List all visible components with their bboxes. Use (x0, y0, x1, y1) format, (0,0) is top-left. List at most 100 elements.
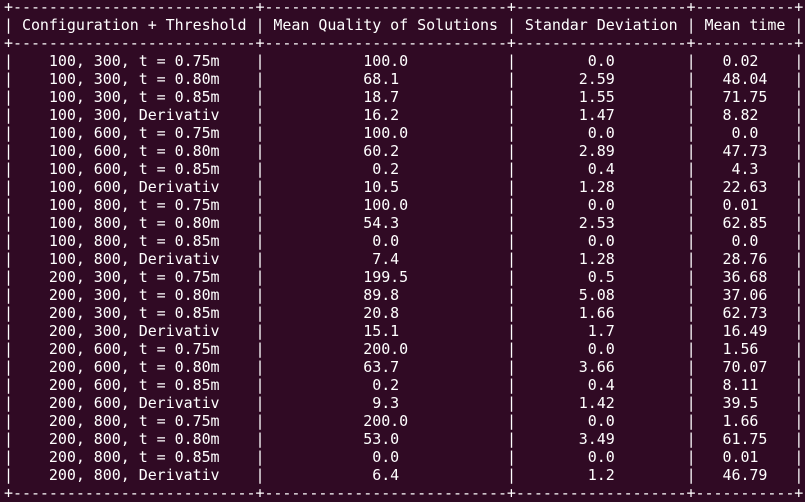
table-cell: 200, 800, t = 0.85m (12, 448, 256, 466)
table-cell: 100, 600, t = 0.75m (12, 124, 256, 142)
table-header-cell: Standar Deviation (515, 16, 687, 34)
table-cell: 100, 800, t = 0.85m (12, 232, 256, 250)
table-cell: 0.2 (264, 160, 507, 178)
table-cell: 48.04 (695, 70, 795, 88)
table-row: | 200, 800, t = 0.75m | 200.0 | 0.0 | 1.… (4, 412, 804, 430)
table-cell: 0.0 (515, 340, 687, 358)
table-cell: 71.75 (695, 88, 795, 106)
table-cell: 70.07 (695, 358, 795, 376)
table-row: | 200, 300, t = 0.80m | 89.8 | 5.08 | 37… (4, 286, 804, 304)
terminal-output: +---------------------------+-----------… (4, 0, 803, 502)
table-cell: 200, 800, t = 0.80m (12, 430, 256, 448)
table-cell: 0.0 (515, 196, 687, 214)
table-cell: 7.4 (264, 250, 507, 268)
table-cell: 200, 300, Derivativ (12, 322, 256, 340)
table-border: +---------------------------+-----------… (4, 484, 804, 502)
table-row: | 100, 600, t = 0.75m | 100.0 | 0.0 | 0.… (4, 124, 804, 142)
table-cell: 100.0 (264, 124, 507, 142)
table-row: | 100, 300, t = 0.75m | 100.0 | 0.0 | 0.… (4, 52, 804, 70)
table-cell: 1.55 (515, 88, 687, 106)
table-cell: 37.06 (695, 286, 795, 304)
table-cell: 200.0 (264, 340, 507, 358)
table-cell: 0.0 (695, 124, 795, 142)
table-cell: 199.5 (264, 268, 507, 286)
table-cell: 16.2 (264, 106, 507, 124)
table-cell: 68.1 (264, 70, 507, 88)
table-row: | 200, 800, t = 0.85m | 0.0 | 0.0 | 0.01… (4, 448, 804, 466)
table-cell: 62.73 (695, 304, 795, 322)
table-cell: 0.0 (695, 232, 795, 250)
table-cell: 0.5 (515, 268, 687, 286)
table-cell: 2.89 (515, 142, 687, 160)
table-cell: 39.5 (695, 394, 795, 412)
table-cell: 2.53 (515, 214, 687, 232)
table-cell: 0.0 (515, 448, 687, 466)
table-cell: 100.0 (264, 52, 507, 70)
table-cell: 1.47 (515, 106, 687, 124)
table-cell: 100, 800, t = 0.80m (12, 214, 256, 232)
table-header-cell: Configuration + Threshold (12, 16, 256, 34)
table-cell: 200.0 (264, 412, 507, 430)
table-cell: 47.73 (695, 142, 795, 160)
table-cell: 3.66 (515, 358, 687, 376)
table-row: | 200, 600, t = 0.75m | 200.0 | 0.0 | 1.… (4, 340, 804, 358)
table-row: | 200, 600, Derivativ | 9.3 | 1.42 | 39.… (4, 394, 804, 412)
table-cell: 2.59 (515, 70, 687, 88)
table-cell: 200, 300, t = 0.85m (12, 304, 256, 322)
table-cell: 100, 800, Derivativ (12, 250, 256, 268)
table-cell: 5.08 (515, 286, 687, 304)
table-cell: 9.3 (264, 394, 507, 412)
table-cell: 0.02 (695, 52, 795, 70)
table-cell: 36.68 (695, 268, 795, 286)
table-cell: 100, 800, t = 0.75m (12, 196, 256, 214)
table-row: | 200, 800, Derivativ | 6.4 | 1.2 | 46.7… (4, 466, 804, 484)
table-cell: 60.2 (264, 142, 507, 160)
table-cell: 100, 300, t = 0.75m (12, 52, 256, 70)
table-row: | 100, 600, t = 0.80m | 60.2 | 2.89 | 47… (4, 142, 804, 160)
table-cell: 6.4 (264, 466, 507, 484)
table-cell: 200, 800, Derivativ (12, 466, 256, 484)
table-cell: 62.85 (695, 214, 795, 232)
table-cell: 10.5 (264, 178, 507, 196)
table-row: | 100, 600, Derivativ | 10.5 | 1.28 | 22… (4, 178, 804, 196)
table-cell: 8.82 (695, 106, 795, 124)
table-cell: 46.79 (695, 466, 795, 484)
table-cell: 1.7 (515, 322, 687, 340)
table-cell: 100.0 (264, 196, 507, 214)
table-row: | 100, 800, t = 0.85m | 0.0 | 0.0 | 0.0 … (4, 232, 804, 250)
table-cell: 100, 300, t = 0.80m (12, 70, 256, 88)
table-border: +---------------------------+-----------… (4, 0, 804, 16)
table-cell: 200, 600, t = 0.80m (12, 358, 256, 376)
table-cell: 0.01 (695, 196, 795, 214)
table-cell: 18.7 (264, 88, 507, 106)
table-row: | 100, 800, t = 0.80m | 54.3 | 2.53 | 62… (4, 214, 804, 232)
table-cell: 100, 300, t = 0.85m (12, 88, 256, 106)
table-cell: 200, 600, Derivativ (12, 394, 256, 412)
table-cell: 0.0 (515, 232, 687, 250)
table-cell: 61.75 (695, 430, 795, 448)
table-cell: 100, 600, t = 0.85m (12, 160, 256, 178)
table-row: | 100, 600, t = 0.85m | 0.2 | 0.4 | 4.3 … (4, 160, 804, 178)
table-cell: 0.0 (515, 52, 687, 70)
table-cell: 200, 600, t = 0.75m (12, 340, 256, 358)
table-header-cell: Mean time (695, 16, 795, 34)
table-cell: 28.76 (695, 250, 795, 268)
table-header-row: | Configuration + Threshold | Mean Quali… (4, 16, 804, 34)
table-cell: 4.3 (695, 160, 795, 178)
table-row: | 200, 300, Derivativ | 15.1 | 1.7 | 16.… (4, 322, 804, 340)
table-cell: 20.8 (264, 304, 507, 322)
table-row: | 200, 600, t = 0.85m | 0.2 | 0.4 | 8.11… (4, 376, 804, 394)
table-cell: 15.1 (264, 322, 507, 340)
table-cell: 0.0 (264, 448, 507, 466)
table-cell: 200, 300, t = 0.75m (12, 268, 256, 286)
table-cell: 100, 600, Derivativ (12, 178, 256, 196)
table-border: +---------------------------+-----------… (4, 34, 804, 52)
table-cell: 1.42 (515, 394, 687, 412)
table-cell: 1.28 (515, 178, 687, 196)
table-cell: 22.63 (695, 178, 795, 196)
table-cell: 1.66 (515, 304, 687, 322)
table-cell: 200, 800, t = 0.75m (12, 412, 256, 430)
table-cell: 0.4 (515, 376, 687, 394)
table-header-cell: Mean Quality of Solutions (264, 16, 507, 34)
table-row: | 200, 800, t = 0.80m | 53.0 | 3.49 | 61… (4, 430, 804, 448)
